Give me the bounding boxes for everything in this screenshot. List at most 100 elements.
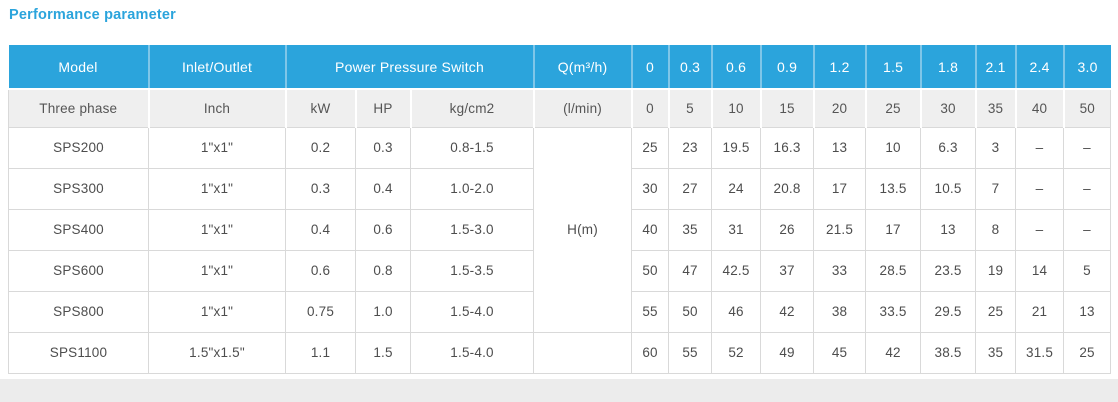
col-header-flow-value: 0.3 (667, 45, 713, 90)
head-unit-cell: H(m) (533, 126, 633, 333)
col-header-flow-value: 0.9 (759, 45, 815, 90)
head-value-cell: 47 (668, 249, 713, 292)
head-value-cell: 25 (975, 290, 1017, 333)
kw-cell: 0.6 (285, 249, 356, 292)
subheader-flow-value: 35 (974, 89, 1017, 128)
kw-cell: 1.1 (285, 331, 356, 374)
head-value-cell: 35 (975, 331, 1017, 374)
kw-cell: 0.4 (285, 208, 356, 251)
col-header-flow-value: 2.4 (1014, 45, 1065, 90)
subheader-flow-value: 10 (710, 89, 762, 128)
pressure-cell: 0.8-1.5 (409, 126, 535, 169)
col-header-model: Model (8, 45, 150, 90)
model-cell: SPS400 (8, 208, 149, 251)
col-header-flow-value: 2.1 (974, 45, 1017, 90)
col-header-flow-value: 0 (630, 45, 670, 90)
pressure-cell: 1.5-4.0 (409, 331, 535, 374)
hp-cell: 0.6 (355, 208, 411, 251)
inlet-outlet-cell: 1"x1" (148, 290, 286, 333)
kw-cell: 0.3 (285, 167, 356, 210)
head-value-cell: 5 (1063, 249, 1112, 292)
head-value-cell: – (1063, 208, 1112, 251)
table-row-sps600: SPS600 1"x1" 0.6 0.8 1.5-3.5 50 47 42.5 … (8, 249, 1112, 292)
head-value-cell: – (1063, 167, 1112, 210)
pressure-cell: 1.5-3.0 (409, 208, 535, 251)
header-row: Model Inlet/Outlet Power Pressure Switch… (8, 45, 1111, 90)
page-title: Performance parameter (9, 7, 176, 23)
head-value-cell: 50 (631, 249, 670, 292)
head-value-cell: 20.8 (760, 167, 815, 210)
subheader-flow-value: 25 (864, 89, 922, 128)
head-value-cell: 8 (975, 208, 1017, 251)
head-value-cell: – (1015, 208, 1065, 251)
head-value-cell: 42.5 (711, 249, 762, 292)
model-cell: SPS1100 (8, 331, 149, 374)
head-value-cell: 52 (711, 331, 762, 374)
hp-cell: 0.8 (355, 249, 411, 292)
col-header-flow-value: 3.0 (1062, 45, 1111, 90)
pressure-cell: 1.5-4.0 (409, 290, 535, 333)
head-value-cell: 16.3 (760, 126, 815, 169)
head-value-cell: 27 (668, 167, 713, 210)
subheader-kw: kW (284, 89, 357, 128)
model-cell: SPS600 (8, 249, 149, 292)
head-value-cell: 23 (668, 126, 713, 169)
subheader-flow-value: 0 (630, 89, 670, 128)
head-value-cell: 45 (813, 331, 867, 374)
head-value-cell: 14 (1015, 249, 1065, 292)
head-value-cell: 13 (920, 208, 977, 251)
model-cell: SPS300 (8, 167, 149, 210)
head-value-cell: 60 (631, 331, 670, 374)
head-value-cell: – (1063, 126, 1112, 169)
col-header-flow-value: 1.2 (812, 45, 867, 90)
table-row-sps400: SPS400 1"x1" 0.4 0.6 1.5-3.0 40 35 31 26… (8, 208, 1112, 251)
head-value-cell: 25 (631, 126, 670, 169)
head-value-cell: 13 (1063, 290, 1112, 333)
subheader-inch: Inch (147, 89, 287, 128)
head-value-cell: 10.5 (920, 167, 977, 210)
subheader-flow-lmin: (l/min) (532, 89, 633, 128)
subheader-flow-value: 50 (1062, 89, 1112, 128)
head-value-cell: 46 (711, 290, 762, 333)
pressure-cell: 1.0-2.0 (409, 167, 535, 210)
head-value-cell: – (1015, 126, 1065, 169)
table-row-sps300: SPS300 1"x1" 0.3 0.4 1.0-2.0 30 27 24 20… (8, 167, 1112, 210)
col-header-power-pressure-switch: Power Pressure Switch (284, 45, 535, 90)
head-value-cell: 42 (865, 331, 922, 374)
head-value-cell: 50 (668, 290, 713, 333)
head-value-cell: 38.5 (920, 331, 977, 374)
head-value-cell: 24 (711, 167, 762, 210)
subheader-row: Three phase Inch kW HP kg/cm2 (l/min) 0 … (8, 89, 1112, 128)
head-value-cell: 10 (865, 126, 922, 169)
table-row-sps800: SPS800 1"x1" 0.75 1.0 1.5-4.0 55 50 46 4… (8, 290, 1112, 333)
head-value-cell: 55 (631, 290, 670, 333)
subheader-flow-value: 15 (759, 89, 815, 128)
subheader-flow-value: 40 (1014, 89, 1065, 128)
head-value-cell: 31.5 (1015, 331, 1065, 374)
head-value-cell: 6.3 (920, 126, 977, 169)
col-header-flow-value: 0.6 (710, 45, 762, 90)
head-value-cell: 17 (813, 167, 867, 210)
kw-cell: 0.2 (285, 126, 356, 169)
col-header-flow-m3h: Q(m³/h) (532, 45, 633, 90)
head-value-cell: 30 (631, 167, 670, 210)
next-section-band (0, 378, 1118, 402)
head-value-cell: 26 (760, 208, 815, 251)
subheader-hp: HP (354, 89, 412, 128)
hp-cell: 1.0 (355, 290, 411, 333)
model-cell: SPS800 (8, 290, 149, 333)
head-value-cell: 17 (865, 208, 922, 251)
kw-cell: 0.75 (285, 290, 356, 333)
inlet-outlet-cell: 1.5"x1.5" (148, 331, 286, 374)
col-header-flow-value: 1.5 (864, 45, 922, 90)
head-value-cell: – (1015, 167, 1065, 210)
head-value-cell: 13 (813, 126, 867, 169)
hp-cell: 0.4 (355, 167, 411, 210)
model-cell: SPS200 (8, 126, 149, 169)
head-value-cell: 21.5 (813, 208, 867, 251)
table-row-sps1100: SPS1100 1.5"x1.5" 1.1 1.5 1.5-4.0 60 55 … (8, 331, 1112, 374)
subheader-pressure-unit: kg/cm2 (409, 89, 535, 128)
pressure-cell: 1.5-3.5 (409, 249, 535, 292)
head-value-cell: 55 (668, 331, 713, 374)
head-value-cell: 31 (711, 208, 762, 251)
